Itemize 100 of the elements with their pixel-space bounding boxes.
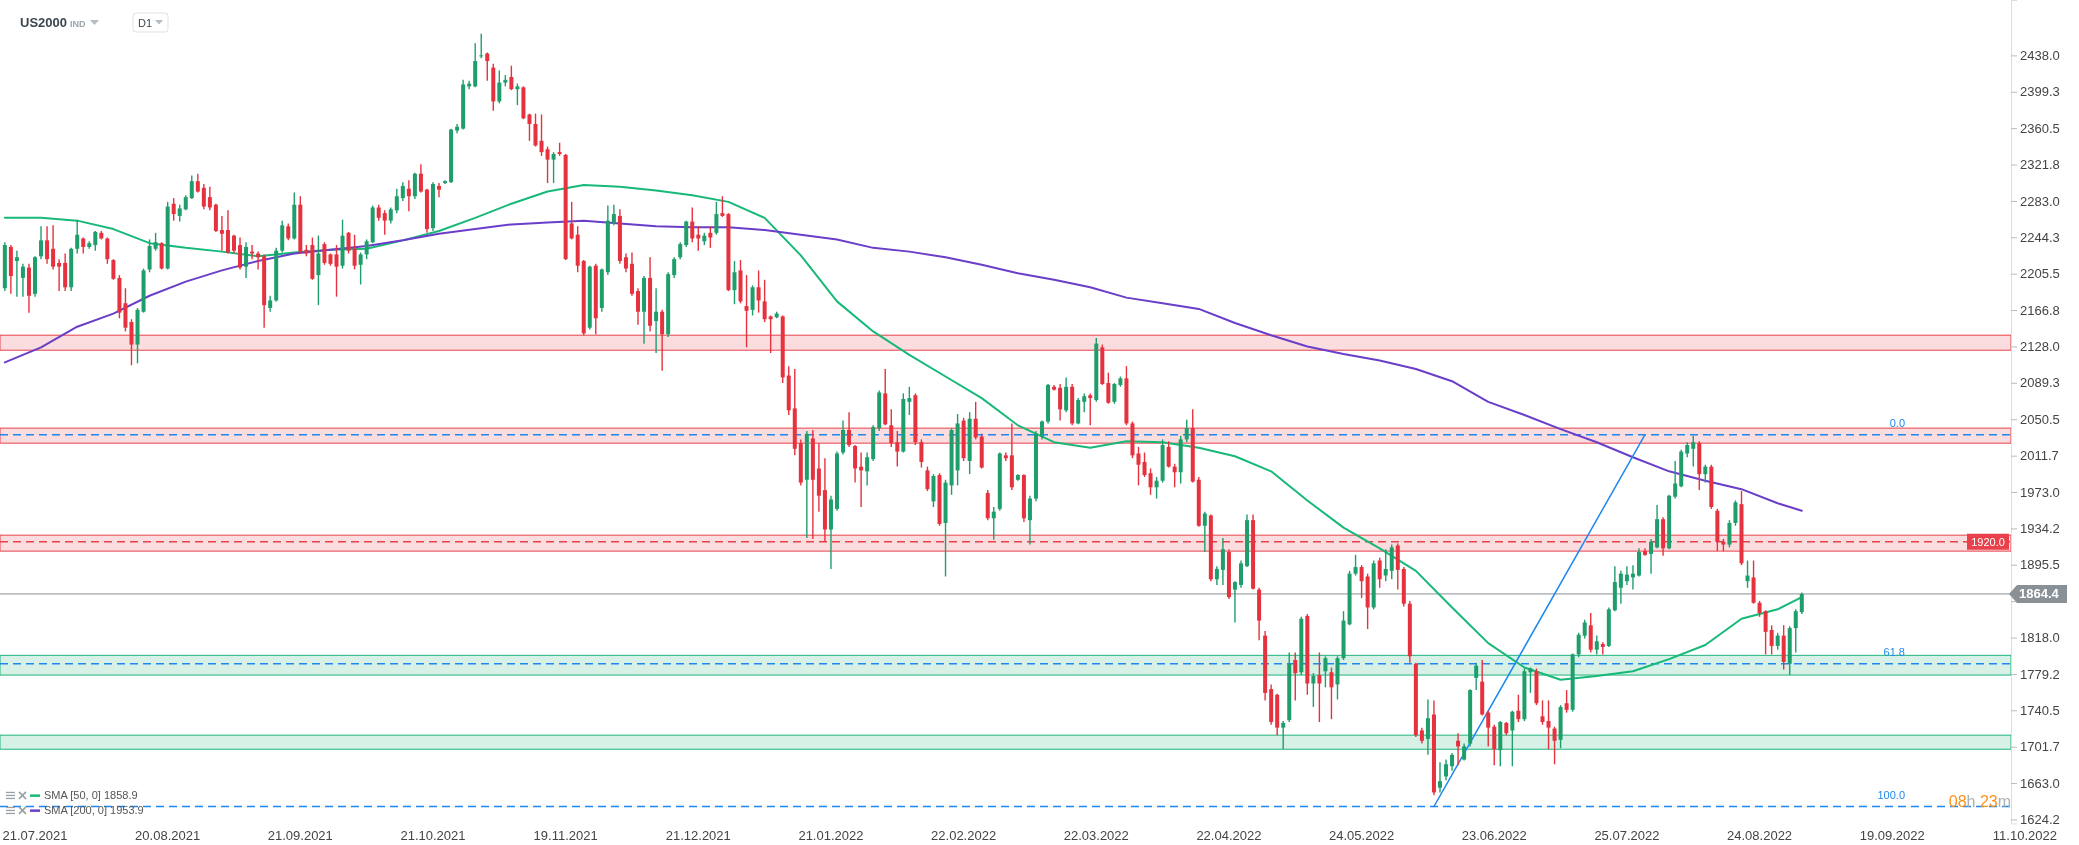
- ref-line-label: 1920.0: [1971, 535, 2005, 548]
- x-tick-label: 21.12.2021: [665, 828, 731, 843]
- candlestick: [382, 209, 387, 236]
- y-tick-label: 2244.3: [2020, 229, 2060, 245]
- candlestick: [1088, 392, 1093, 427]
- candlestick: [750, 284, 755, 317]
- candlestick: [105, 236, 110, 265]
- candlestick: [437, 182, 442, 198]
- candlestick: [129, 318, 134, 366]
- candlestick: [485, 51, 490, 82]
- y-tick-label: 1973.0: [2020, 484, 2060, 500]
- candlestick: [207, 186, 212, 212]
- candlestick: [1389, 543, 1394, 580]
- line-series: [3, 183, 1803, 681]
- candlestick: [1727, 519, 1732, 549]
- candlestick: [744, 274, 749, 349]
- candlestick: [1148, 467, 1153, 496]
- candlestick: [1076, 397, 1081, 426]
- candlestick: [527, 112, 532, 142]
- y-tick-label: 2399.3: [2020, 84, 2060, 100]
- candlestick: [1359, 564, 1364, 599]
- y-tick-label: 2089.3: [2020, 375, 2060, 391]
- candlestick: [732, 260, 737, 305]
- y-tick-label: 2166.8: [2020, 302, 2060, 318]
- candlestick: [1564, 689, 1569, 714]
- y-tick-label: 2283.0: [2020, 193, 2060, 209]
- candlestick: [1492, 724, 1497, 766]
- candlestick: [1293, 651, 1298, 702]
- candlestick: [1516, 694, 1521, 723]
- candlestick: [1474, 662, 1479, 691]
- candlestick: [1214, 565, 1219, 586]
- candlestick: [39, 225, 44, 260]
- candlestick: [244, 241, 249, 279]
- candlestick: [1793, 608, 1798, 654]
- text: US2000: [20, 15, 67, 30]
- candlestick: [919, 438, 924, 469]
- x-tick-label: 11.10.2022: [1992, 828, 2057, 843]
- candlestick: [418, 163, 423, 194]
- annotation: 61.8: [1883, 645, 1905, 658]
- candlestick: [636, 287, 640, 326]
- candlestick: [895, 430, 900, 468]
- legend-label: SMA [200, 0] 1953.9: [44, 804, 144, 817]
- annotation: 0.0: [1889, 416, 1905, 429]
- candlestick: [1142, 451, 1147, 478]
- y-tick-label: 1624.2: [2020, 812, 2060, 828]
- candlestick: [1763, 609, 1768, 656]
- candlestick: [756, 269, 761, 314]
- candlestick: [1239, 559, 1243, 589]
- y-tick-label: 2011.7: [2020, 448, 2059, 464]
- candlestick: [1618, 570, 1623, 605]
- y-tick-label: 2321.8: [2020, 157, 2060, 173]
- candlestick: [1528, 666, 1533, 694]
- candlestick: [973, 401, 978, 441]
- candlestick: [623, 252, 628, 273]
- candlestick: [1166, 440, 1171, 469]
- candlestick: [1136, 446, 1141, 487]
- candlestick: [611, 203, 616, 227]
- y-tick-label: 2360.5: [2020, 120, 2060, 136]
- candlestick: [1106, 372, 1111, 405]
- candlestick: [1600, 641, 1605, 656]
- candlestick: [684, 219, 689, 248]
- candlestick: [51, 224, 56, 271]
- x-tick-label: 22.02.2022: [931, 828, 997, 843]
- candlestick: [1582, 618, 1587, 640]
- candlestick: [57, 258, 62, 292]
- candlestick: [238, 236, 243, 271]
- x-tick-label: 21.01.2022: [798, 828, 864, 843]
- candlestick: [654, 287, 659, 354]
- annotation: D1: [138, 17, 153, 29]
- candlestick: [1377, 557, 1382, 589]
- candlestick: [406, 179, 411, 212]
- candlestick: [171, 197, 176, 222]
- x-tick-label: 24.05.2022: [1329, 828, 1395, 843]
- x-tick-label: 23.06.2022: [1461, 828, 1527, 843]
- candlestick: [14, 249, 19, 298]
- candlestick: [1184, 418, 1189, 443]
- x-tick-label: 19.09.2022: [1859, 828, 1925, 843]
- line-series: [3, 219, 1803, 512]
- candlestick: [1323, 655, 1328, 688]
- y-tick-label: 2128.0: [2020, 339, 2060, 355]
- candlestick: [991, 506, 996, 541]
- y-tick-label: 1740.5: [2020, 702, 2060, 718]
- legend-label: SMA [50, 0] 1858.9: [44, 789, 138, 802]
- candlestick: [1082, 392, 1087, 413]
- candlestick: [1624, 565, 1629, 586]
- candlestick: [1510, 710, 1515, 767]
- candlestick: [551, 151, 556, 184]
- y-tick-label: 1663.0: [2020, 775, 2060, 791]
- candlestick: [189, 174, 194, 200]
- candlestick: [1154, 476, 1159, 500]
- candlestick: [1058, 383, 1063, 422]
- y-tick-label: 1701.7: [2020, 739, 2060, 755]
- x-tick-label: 21.07.2021: [2, 828, 68, 843]
- candlestick: [1232, 580, 1237, 624]
- candlestick: [847, 411, 852, 448]
- candlestick: [479, 33, 484, 59]
- ref-line-label: 1864.4: [2019, 586, 2060, 602]
- x-tick-label: 19.11.2021: [533, 828, 598, 843]
- candlestick: [1649, 538, 1654, 575]
- candlestick: [1444, 758, 1449, 781]
